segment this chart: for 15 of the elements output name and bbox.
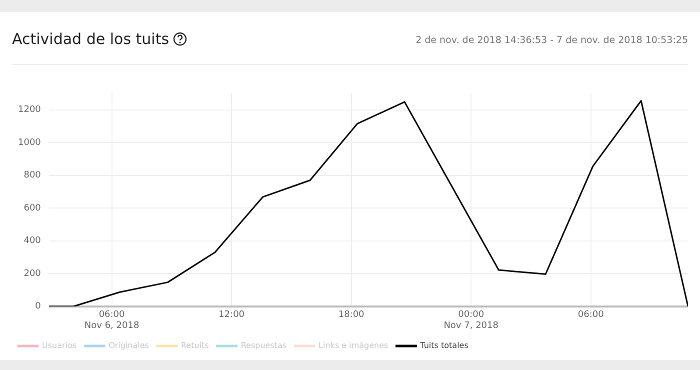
y-tick-label: 1000 bbox=[18, 138, 42, 148]
x-tick-label: 18:00 bbox=[338, 310, 365, 320]
legend-label: Tuits totales bbox=[419, 341, 468, 350]
y-tick-label: 600 bbox=[24, 203, 42, 214]
y-tick-label: 0 bbox=[35, 302, 42, 312]
x-tick-label: 06:00 Nov 6, 2018 bbox=[84, 310, 140, 331]
x-tick-label: 06:00 bbox=[578, 310, 604, 320]
chart-title: Actividad de los tuits bbox=[12, 30, 170, 48]
x-tick-label: 12:00 bbox=[218, 310, 245, 320]
chart-subtitle: 2 de nov. de 2018 14:36:53 - 7 de nov. de 2018 10:53:25 bbox=[416, 35, 688, 46]
y-tick-label: 400 bbox=[24, 236, 42, 246]
y-tick-label: 1200 bbox=[18, 105, 42, 116]
y-tick-label: 200 bbox=[24, 268, 42, 279]
y-tick-label: 800 bbox=[24, 170, 42, 181]
x-tick-label: 00:00 Nov 7, 2018 bbox=[444, 310, 499, 331]
